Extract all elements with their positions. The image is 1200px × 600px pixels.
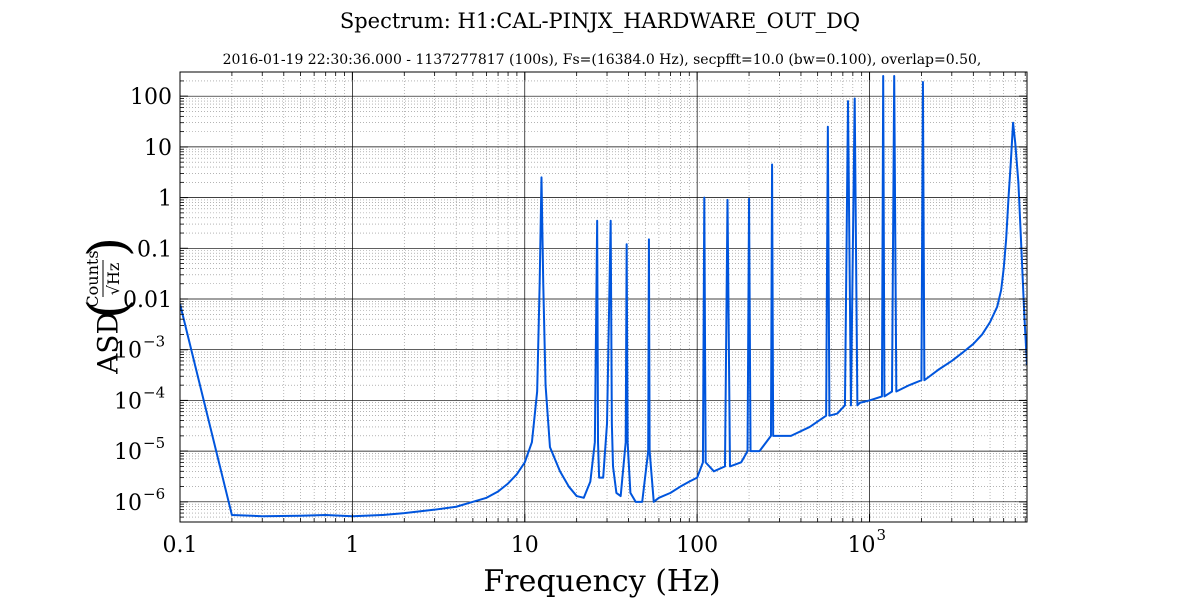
chart-subtitle: 2016-01-19 22:30:36.000 - 1137277817 (10…: [223, 52, 982, 68]
y-axis-open-paren: (: [79, 299, 139, 319]
x-tick-label: 100: [676, 533, 718, 558]
y-tick-label: 0.1: [137, 237, 172, 262]
y-tick-label: 100: [130, 85, 172, 110]
y-tick-label: 10: [114, 389, 142, 414]
y-tick-label-exponent: −5: [143, 434, 165, 452]
y-tick-label-exponent: −3: [143, 333, 165, 351]
tick-marks: [179, 72, 1027, 522]
x-tick-labels: 0.1 1 10 100 10 3: [163, 526, 887, 558]
y-tick-label: 10: [144, 136, 172, 161]
minor-grid: [180, 72, 1027, 522]
y-tick-label: 10: [114, 440, 142, 465]
y-axis-label-prefix: ASD: [92, 312, 125, 375]
y-tick-label: 1: [158, 187, 172, 212]
major-grid: [180, 72, 1027, 522]
x-tick-label: 1: [345, 533, 359, 558]
y-tick-label-exponent: −6: [143, 485, 165, 503]
x-tick-label: 10: [848, 533, 876, 558]
y-axis-label-denominator: √Hz: [104, 263, 123, 296]
chart-title: Spectrum: H1:CAL-PINJX_HARDWARE_OUT_DQ: [340, 9, 860, 33]
y-tick-label: 10: [114, 491, 142, 516]
x-axis-label: Frequency (Hz): [483, 564, 720, 599]
x-tick-label: 0.1: [163, 533, 198, 558]
y-tick-label: 10: [114, 339, 142, 364]
y-axis-label-numerator: Counts: [83, 250, 102, 307]
y-tick-label-exponent: −4: [143, 383, 165, 401]
x-tick-label-exponent: 3: [877, 526, 887, 544]
x-tick-label: 10: [511, 533, 539, 558]
y-axis-close-paren: ): [79, 237, 139, 257]
y-tick-label: 0.01: [123, 288, 172, 313]
plot-frame: [179, 71, 1028, 523]
y-axis-label: ASD ( Counts √Hz ): [79, 237, 139, 375]
series-layer: [180, 75, 1027, 518]
asd-series-line: [180, 75, 1027, 518]
